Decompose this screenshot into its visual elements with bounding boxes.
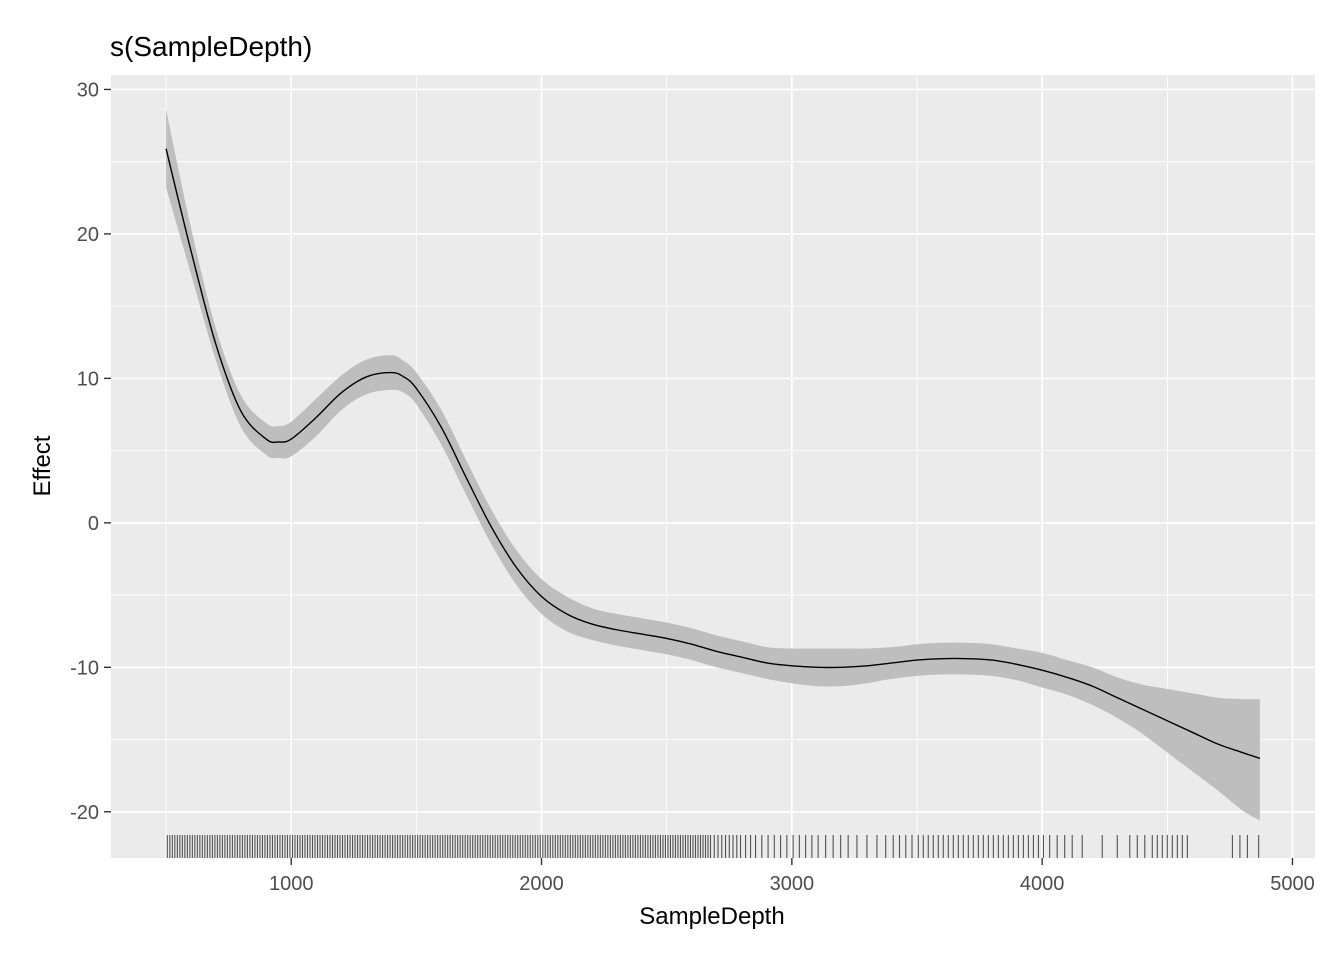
y-tick-label: 10 <box>77 368 99 390</box>
major-gridlines <box>111 75 1315 858</box>
x-tick-label: 3000 <box>770 873 815 895</box>
x-tick-label: 1000 <box>269 873 314 895</box>
y-axis-title: Effect <box>29 435 56 496</box>
x-tick-label: 5000 <box>1270 873 1315 895</box>
smooth-effect-line <box>165 148 1261 759</box>
y-tick-label: -10 <box>70 657 99 679</box>
x-tick-label: 2000 <box>519 873 564 895</box>
plot-title: s(SampleDepth) <box>110 31 312 62</box>
rug-marks <box>166 835 1260 858</box>
y-tick-label: 30 <box>77 79 99 101</box>
y-tick-label: 20 <box>77 224 99 246</box>
x-axis-title: SampleDepth <box>639 903 784 930</box>
y-tick-label: -20 <box>70 802 99 824</box>
y-axis-ticks: 30 20 10 0 -10 -20 <box>70 79 111 824</box>
x-tick-label: 4000 <box>1020 873 1065 895</box>
x-axis-ticks: 1000 2000 3000 4000 5000 <box>269 858 1315 895</box>
y-tick-label: 0 <box>88 513 99 535</box>
plot-panel <box>111 75 1315 858</box>
minor-gridlines <box>111 75 1315 858</box>
